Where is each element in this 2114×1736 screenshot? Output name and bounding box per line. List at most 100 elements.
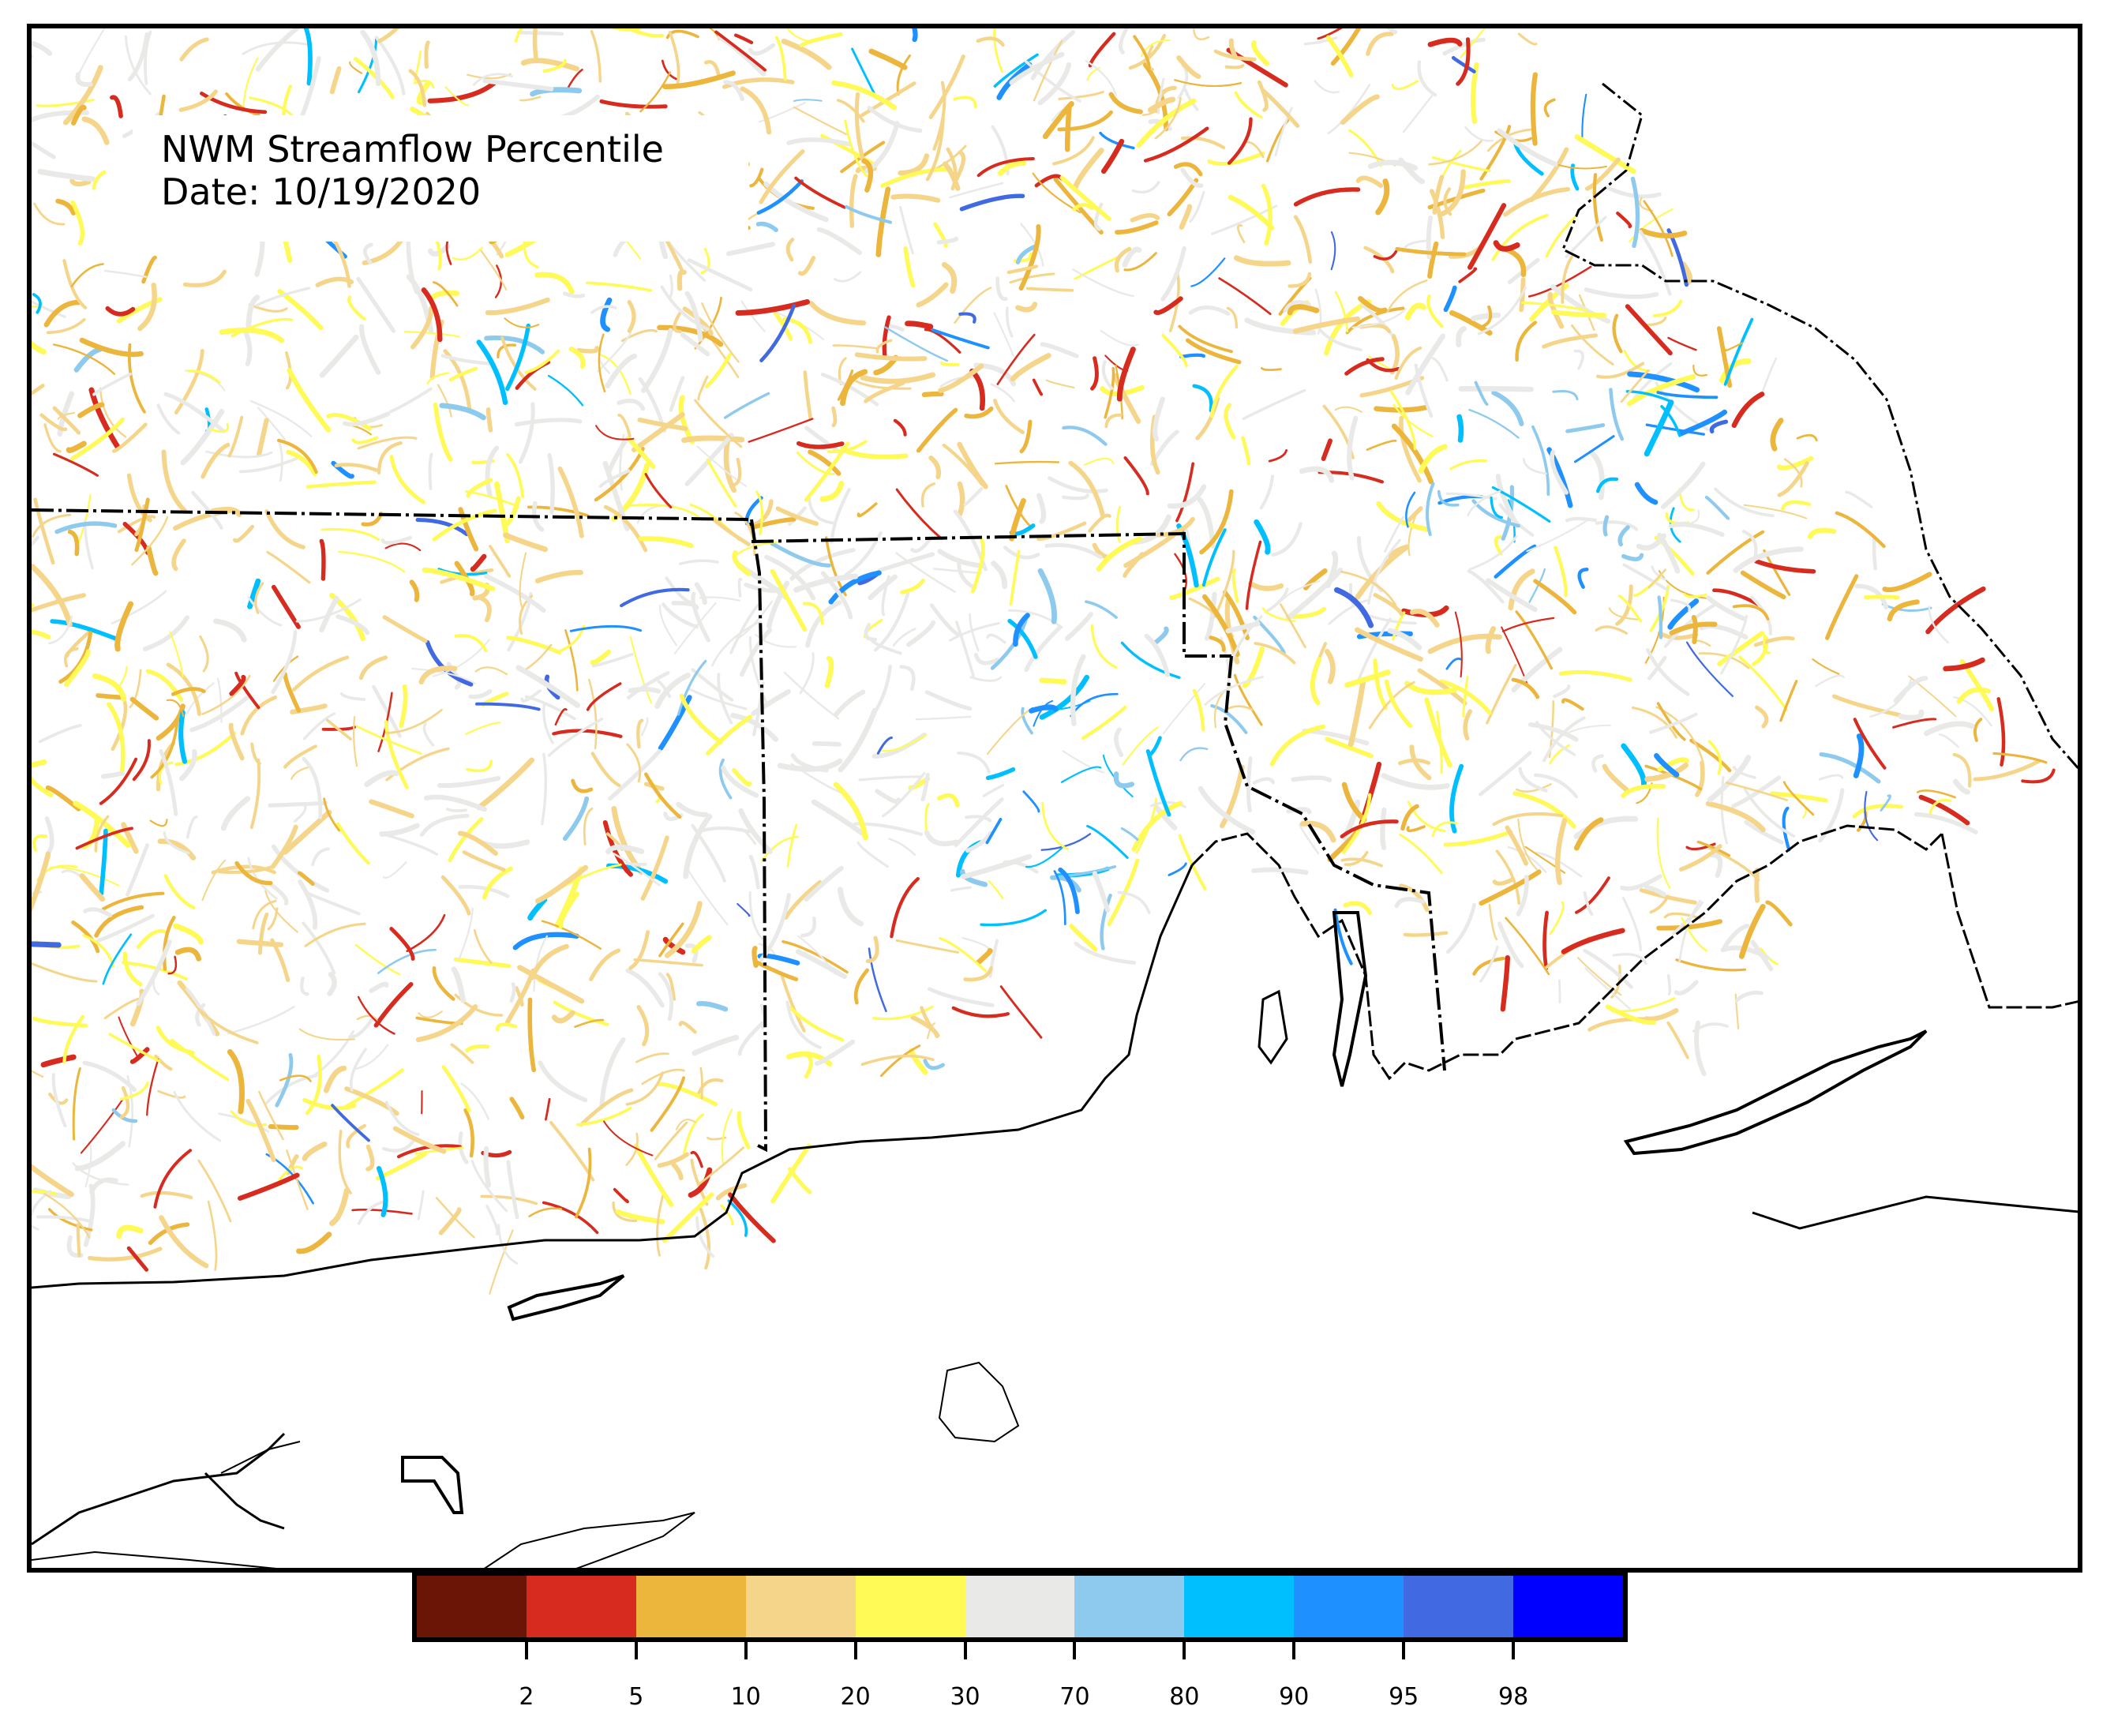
colorbar-tick-label: 80: [1169, 1683, 1200, 1711]
stream-segment: [76, 493, 92, 549]
stream-segment: [465, 490, 519, 508]
stream-segment: [433, 281, 459, 307]
colorbar-swatch: [1184, 1576, 1295, 1637]
stream-segment: [1192, 688, 1205, 732]
stream-segment: [484, 336, 545, 354]
stream-segment: [534, 864, 589, 904]
stream-segment: [603, 1120, 654, 1157]
stream-segment: [1328, 599, 1369, 625]
stream-segment: [247, 596, 283, 627]
stream-segment: [959, 868, 988, 887]
stream-segment: [1587, 1017, 1652, 1032]
stream-segment: [1291, 775, 1332, 783]
stream-segment: [1892, 718, 1937, 729]
stream-segment: [1731, 392, 1765, 428]
stream-segment: [1527, 722, 1579, 742]
stream-segment: [460, 1082, 490, 1120]
stream-segment: [793, 106, 847, 136]
stream-segment: [1464, 126, 1494, 142]
stream-segment: [213, 618, 247, 643]
stream-segment: [1062, 750, 1105, 774]
stream-segment: [1565, 423, 1606, 433]
stream-segment: [240, 696, 277, 736]
stream-segment: [534, 570, 583, 583]
stream-segment: [620, 587, 690, 608]
stream-segment: [932, 568, 983, 575]
stream-segment: [664, 901, 703, 958]
stream-segment: [375, 1152, 427, 1181]
stream-segment: [485, 297, 550, 316]
stream-segment: [820, 571, 853, 620]
stream-segment: [999, 985, 1043, 1039]
stream-segment: [1072, 203, 1094, 212]
stream-segment: [788, 1005, 845, 1042]
colorbar-tick-label: 2: [519, 1683, 534, 1711]
stream-segment: [739, 628, 773, 677]
stream-segment: [101, 891, 165, 911]
stream-segment: [1405, 302, 1426, 321]
stream-segment: [1007, 609, 1063, 629]
stream-segment: [1213, 49, 1257, 62]
stream-segment: [1261, 183, 1273, 246]
stream-segment: [478, 248, 508, 291]
stream-segment: [1472, 956, 1505, 976]
stream-segment: [1678, 844, 1722, 872]
stream-segment: [415, 1004, 478, 1043]
stream-segment: [126, 473, 152, 523]
stream-segment: [1762, 634, 1771, 654]
stream-segment: [654, 1121, 688, 1160]
stream-segment: [1009, 51, 1065, 85]
stream-segment: [495, 1022, 517, 1032]
stream-segment: [377, 28, 400, 43]
stream-segment: [302, 921, 336, 975]
stream-segment: [939, 936, 988, 973]
stream-segment: [704, 60, 722, 80]
stream-segment: [43, 299, 81, 328]
stream-segment: [255, 28, 301, 72]
stream-segment: [721, 765, 759, 798]
stream-segment: [851, 47, 876, 96]
stream-segment: [574, 1018, 605, 1028]
stream-segment: [1501, 626, 1529, 688]
stream-segment: [1190, 257, 1226, 287]
stream-segment: [1531, 425, 1550, 497]
stream-segment: [1248, 580, 1284, 591]
stream-segment: [417, 1190, 425, 1220]
stream-segment: [242, 57, 259, 107]
stream-segment: [691, 591, 710, 643]
stream-segment: [1407, 506, 1423, 523]
stream-segment: [538, 1060, 588, 1103]
stream-segment: [715, 1183, 748, 1201]
stream-segment: [1373, 249, 1398, 261]
stream-segment: [40, 1054, 77, 1068]
stream-segment: [1644, 762, 1689, 782]
stream-segment: [755, 490, 763, 535]
stream-segment: [1535, 851, 1583, 878]
stream-segment: [1271, 522, 1303, 557]
stream-segment: [890, 876, 920, 939]
stream-segment: [684, 291, 703, 342]
stream-segment: [1738, 655, 1788, 711]
stream-segment: [888, 838, 916, 857]
stream-segment: [697, 1146, 745, 1186]
stream-segment: [335, 614, 370, 636]
stream-segment: [110, 95, 123, 118]
stream-segment: [1669, 621, 1718, 636]
stream-segment: [748, 43, 776, 56]
stream-segment: [1136, 98, 1197, 148]
stream-segment: [392, 1126, 447, 1154]
stream-segment: [932, 81, 946, 151]
stream-segment: [518, 402, 535, 464]
stream-segment: [1167, 178, 1199, 217]
stream-segment: [1334, 406, 1362, 413]
stream-segment: [1334, 587, 1374, 628]
stream-segment: [141, 255, 157, 284]
stream-segment: [207, 1200, 218, 1271]
stream-segment: [1431, 821, 1458, 838]
stream-segment: [980, 909, 1047, 927]
stream-segment: [1123, 532, 1177, 568]
stream-segment: [1321, 438, 1332, 461]
stream-segment: [1576, 957, 1622, 996]
stream-segment: [1456, 414, 1464, 443]
stream-segment: [1467, 569, 1505, 604]
